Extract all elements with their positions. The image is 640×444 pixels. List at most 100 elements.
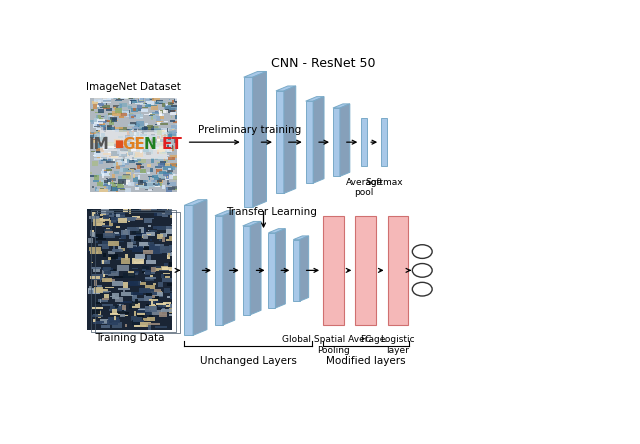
Polygon shape [160, 246, 171, 253]
Polygon shape [166, 176, 168, 178]
Polygon shape [98, 244, 106, 246]
Polygon shape [152, 98, 160, 101]
Polygon shape [151, 116, 154, 120]
Polygon shape [94, 131, 96, 134]
Polygon shape [99, 312, 101, 318]
Polygon shape [129, 168, 134, 170]
Polygon shape [162, 131, 164, 132]
Polygon shape [143, 235, 148, 239]
Polygon shape [168, 155, 169, 156]
Polygon shape [122, 181, 124, 184]
Polygon shape [109, 213, 111, 215]
Polygon shape [164, 163, 167, 165]
Polygon shape [135, 102, 141, 104]
Polygon shape [125, 161, 129, 165]
Polygon shape [340, 104, 350, 176]
Polygon shape [124, 159, 128, 162]
Text: Unchanged Layers: Unchanged Layers [200, 356, 296, 366]
Polygon shape [116, 162, 122, 166]
Polygon shape [145, 155, 146, 157]
Polygon shape [172, 108, 176, 112]
Polygon shape [103, 274, 106, 277]
Polygon shape [98, 103, 104, 107]
Polygon shape [127, 281, 138, 285]
Polygon shape [106, 103, 108, 106]
Polygon shape [306, 101, 313, 183]
Polygon shape [99, 214, 108, 216]
Polygon shape [132, 177, 138, 182]
Polygon shape [104, 229, 112, 234]
Polygon shape [168, 168, 171, 170]
Polygon shape [161, 135, 163, 139]
Polygon shape [107, 125, 112, 130]
Polygon shape [110, 220, 116, 222]
Polygon shape [152, 295, 155, 298]
Polygon shape [134, 155, 137, 159]
Polygon shape [109, 114, 114, 117]
Polygon shape [161, 186, 162, 187]
Polygon shape [102, 170, 106, 173]
Polygon shape [170, 146, 173, 151]
Polygon shape [102, 244, 109, 249]
Polygon shape [159, 110, 168, 113]
Polygon shape [109, 220, 113, 226]
Polygon shape [148, 176, 154, 177]
Polygon shape [154, 180, 161, 182]
Polygon shape [168, 137, 171, 140]
Polygon shape [117, 183, 124, 188]
Polygon shape [121, 230, 130, 235]
Polygon shape [90, 98, 177, 192]
Polygon shape [123, 110, 131, 114]
Polygon shape [164, 158, 166, 161]
Polygon shape [154, 231, 157, 232]
Polygon shape [98, 121, 106, 123]
Polygon shape [131, 116, 134, 118]
Polygon shape [164, 288, 170, 293]
Polygon shape [148, 323, 160, 325]
Polygon shape [167, 296, 170, 298]
Polygon shape [136, 121, 145, 126]
Polygon shape [125, 98, 127, 99]
Polygon shape [134, 311, 136, 316]
Polygon shape [113, 120, 116, 121]
Polygon shape [138, 159, 146, 163]
Polygon shape [104, 118, 113, 119]
Polygon shape [170, 103, 173, 104]
Polygon shape [143, 149, 148, 152]
Polygon shape [165, 177, 169, 180]
Polygon shape [163, 302, 171, 307]
Polygon shape [107, 182, 115, 184]
Polygon shape [153, 115, 156, 119]
Polygon shape [97, 157, 102, 159]
Polygon shape [101, 125, 106, 127]
Polygon shape [167, 168, 170, 173]
Polygon shape [115, 188, 124, 189]
Polygon shape [119, 127, 127, 131]
Polygon shape [160, 139, 167, 143]
Polygon shape [135, 144, 142, 149]
Polygon shape [138, 98, 140, 99]
Polygon shape [134, 131, 137, 133]
Polygon shape [131, 130, 133, 131]
Polygon shape [161, 184, 163, 186]
Polygon shape [128, 124, 135, 127]
Polygon shape [156, 244, 160, 246]
Polygon shape [102, 323, 112, 324]
Polygon shape [93, 223, 102, 226]
Polygon shape [94, 287, 104, 293]
Polygon shape [90, 286, 92, 290]
Polygon shape [99, 218, 109, 219]
Polygon shape [107, 109, 114, 110]
Polygon shape [122, 110, 129, 112]
Polygon shape [97, 182, 103, 186]
Polygon shape [215, 216, 223, 325]
Polygon shape [94, 174, 99, 180]
Polygon shape [168, 102, 173, 105]
Polygon shape [121, 147, 128, 152]
Polygon shape [113, 114, 117, 115]
Polygon shape [108, 116, 110, 121]
Polygon shape [93, 281, 97, 286]
Polygon shape [90, 135, 97, 138]
Polygon shape [90, 230, 92, 236]
Polygon shape [148, 242, 154, 245]
